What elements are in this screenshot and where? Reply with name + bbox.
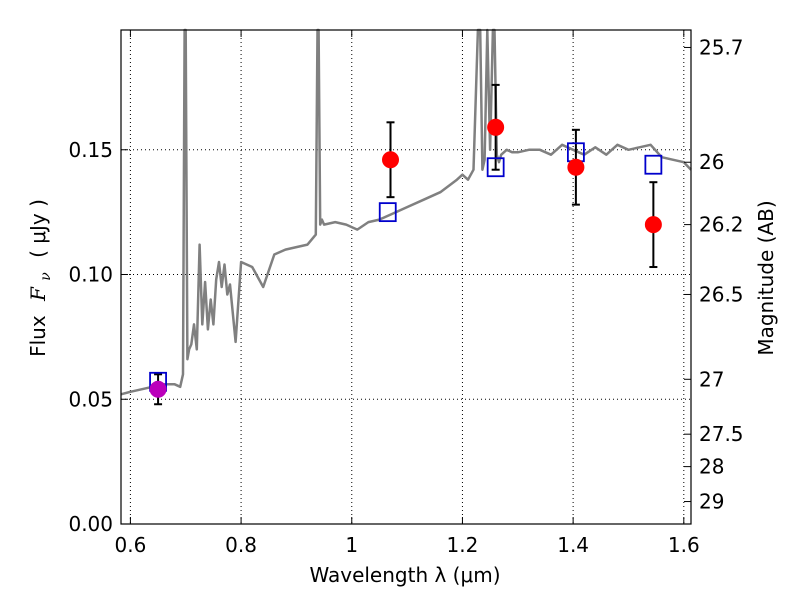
y-axis-label-symbol: F — [26, 286, 50, 302]
observed-photometry-point — [567, 158, 585, 176]
ticks — [121, 30, 691, 525]
observed-photometry-point — [382, 151, 400, 169]
right-tick-label: 25.7 — [699, 35, 744, 59]
grid — [121, 30, 691, 524]
y-tick-label: 0.05 — [68, 387, 113, 411]
x-tick-label: 1 — [345, 533, 358, 557]
right-tick-label: 27 — [699, 367, 724, 391]
observed-photometry-point — [149, 380, 167, 398]
y-axis-label-left: Flux F ν ( μJy ) — [26, 199, 55, 357]
right-tick-label: 29 — [699, 490, 724, 514]
observed-photometry-point — [644, 216, 662, 234]
x-tick-label: 1.2 — [447, 533, 479, 557]
y-tick-label: 0.15 — [68, 138, 113, 162]
right-tick-label: 26 — [699, 150, 724, 174]
x-tick-label: 0.8 — [225, 533, 257, 557]
model-photometry-square — [378, 202, 397, 223]
y-axis-label-right: Magnitude (AB) — [754, 200, 778, 355]
y-axis-label-prefix: Flux — [26, 315, 50, 357]
y-tick-label: 0.10 — [68, 263, 113, 287]
y-axis-label-subscript: ν — [38, 272, 54, 281]
model-photometry-square — [486, 157, 505, 178]
right-tick-label: 26.2 — [699, 213, 744, 237]
tick-labels: 0.6 0.8 1 1.2 1.4 1.6 0.00 0.05 0.10 0.15 25.7 26 26… — [68, 35, 743, 557]
error-bars — [154, 83, 658, 406]
plot-frame — [120, 29, 692, 525]
right-tick-label: 28 — [699, 455, 724, 479]
observed-photometry-point — [487, 118, 505, 136]
spectrum-layer — [120, 28, 692, 396]
y-tick-label: 0.00 — [68, 512, 113, 536]
right-tick-label: 27.5 — [699, 422, 744, 446]
x-tick-label: 0.6 — [115, 533, 147, 557]
markers — [149, 118, 663, 398]
y-axis-label-suffix: ( μJy ) — [26, 199, 50, 258]
x-tick-label: 1.4 — [557, 533, 589, 557]
model-photometry-square — [644, 154, 663, 175]
x-axis-label: Wavelength λ (μm) — [309, 563, 500, 587]
x-tick-label: 1.6 — [668, 533, 700, 557]
right-tick-label: 26.5 — [699, 282, 744, 306]
spectrum-line — [120, 28, 692, 396]
